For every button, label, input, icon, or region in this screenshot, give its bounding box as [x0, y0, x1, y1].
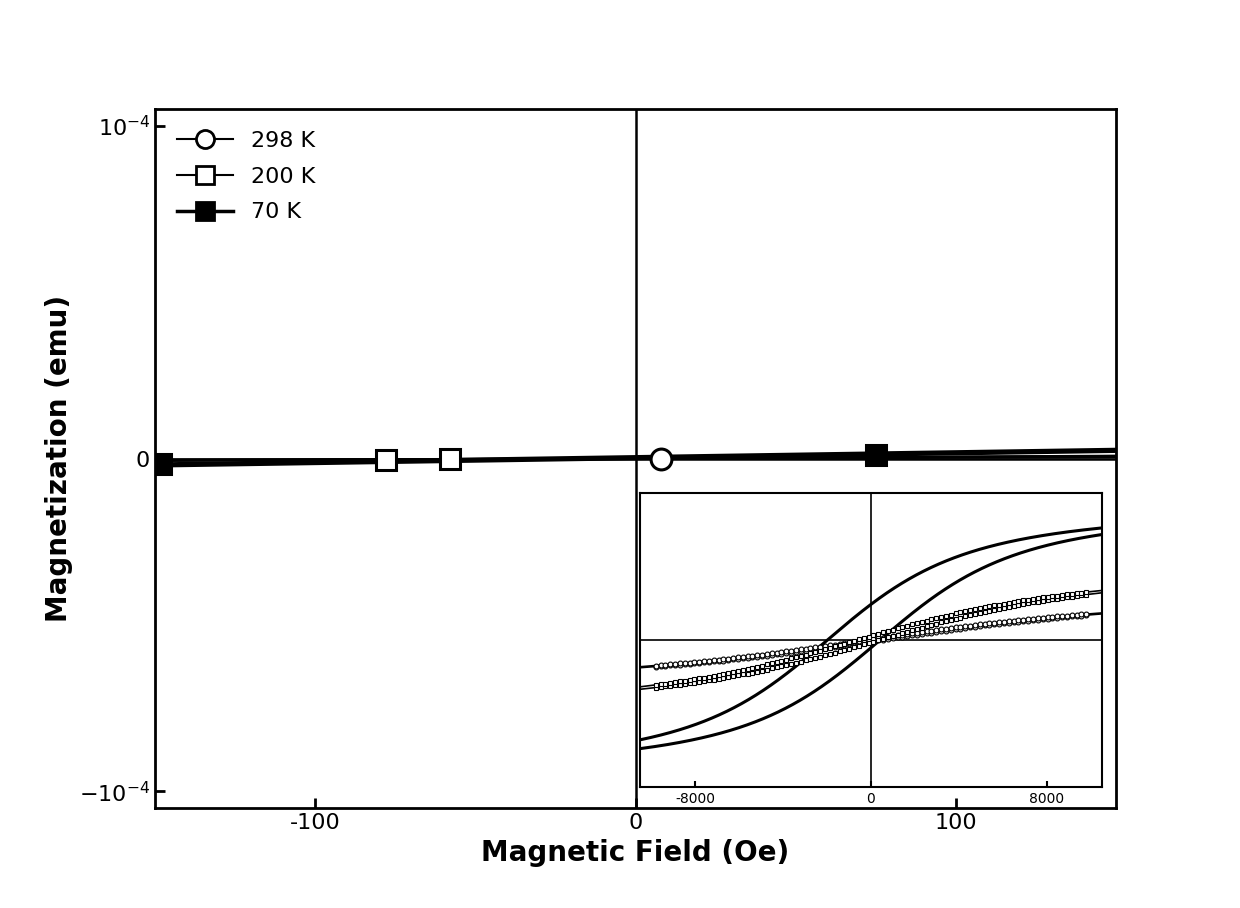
Legend: 298 K, 200 K, 70 K: 298 K, 200 K, 70 K — [166, 120, 326, 233]
X-axis label: Magnetic Field (Oe): Magnetic Field (Oe) — [481, 838, 790, 866]
Y-axis label: Magnetization (emu): Magnetization (emu) — [46, 295, 73, 622]
